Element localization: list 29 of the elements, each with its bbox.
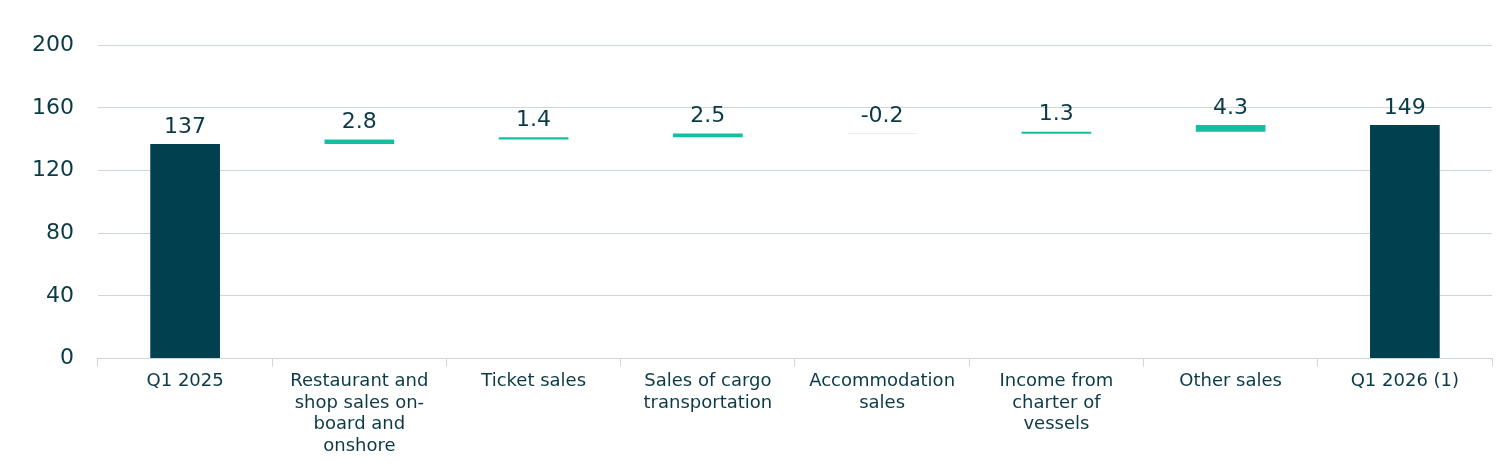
bar xyxy=(1021,131,1092,134)
bar xyxy=(150,143,220,359)
x-tick-label: Accommodation sales xyxy=(809,369,956,412)
bar xyxy=(498,137,569,140)
y-tick-label: 200 xyxy=(31,30,74,56)
bar xyxy=(324,139,395,144)
bar xyxy=(673,133,743,138)
x-tick-label: Restaurant and shop sales on-board and onshore xyxy=(290,369,429,455)
x-tick-label: Q1 2025 xyxy=(146,369,224,391)
data-label: 2.8 xyxy=(341,108,377,134)
data-label: 2.5 xyxy=(690,102,726,128)
data-label: -0.2 xyxy=(860,102,904,128)
data-label: 1.4 xyxy=(516,106,552,132)
y-tick-label: 120 xyxy=(31,156,74,182)
data-label: 4.3 xyxy=(1213,93,1249,119)
x-tick-label: Other sales xyxy=(1179,369,1282,391)
y-tick-label: 80 xyxy=(45,218,74,244)
y-tick-label: 0 xyxy=(59,344,74,370)
y-tick-label: 40 xyxy=(45,281,74,307)
x-tick-label: Ticket sales xyxy=(480,369,587,391)
x-tick-label: Income from charter of vessels xyxy=(999,369,1114,434)
data-label: 149 xyxy=(1383,93,1426,119)
data-label: 1.3 xyxy=(1038,100,1074,126)
x-tick-label: Sales of cargo transportation xyxy=(643,369,773,412)
bar xyxy=(1195,124,1266,132)
y-tick-label: 160 xyxy=(31,93,74,119)
x-tick-label: Q1 2026 (1) xyxy=(1350,369,1460,391)
data-label: 137 xyxy=(164,112,207,138)
bar xyxy=(1370,125,1440,359)
